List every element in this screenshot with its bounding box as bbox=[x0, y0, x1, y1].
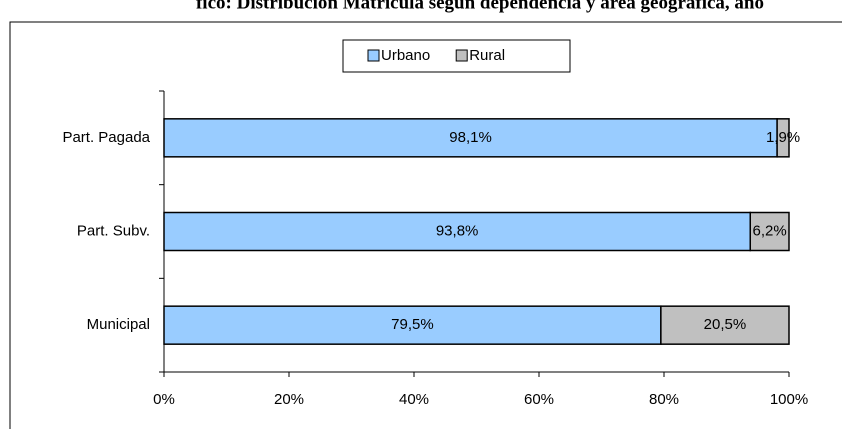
chart-title: fico: Distribución Matrícula según depen… bbox=[196, 0, 764, 13]
value-label: 93,8% bbox=[436, 222, 479, 239]
bar bbox=[776, 118, 790, 158]
x-tick-label: 60% bbox=[524, 391, 554, 408]
bar bbox=[163, 305, 662, 345]
x-tick-label: 40% bbox=[399, 391, 429, 408]
x-tick-label: 100% bbox=[770, 391, 808, 408]
x-tick-label: 80% bbox=[649, 391, 679, 408]
chart-border bbox=[9, 21, 842, 429]
value-label: 79,5% bbox=[391, 316, 434, 333]
legend-swatch bbox=[455, 49, 468, 62]
legend-label: Urbano bbox=[381, 47, 430, 64]
x-tick-label: 20% bbox=[274, 391, 304, 408]
bar bbox=[660, 305, 790, 345]
legend-label: Rural bbox=[469, 47, 505, 64]
y-tick-label: Part. Subv. bbox=[77, 222, 150, 239]
value-label: 6,2% bbox=[753, 222, 787, 239]
y-tick-label: Municipal bbox=[87, 316, 150, 333]
value-label: 1,9% bbox=[766, 129, 800, 146]
value-label: 20,5% bbox=[704, 316, 747, 333]
value-label: 98,1% bbox=[449, 129, 492, 146]
x-tick-label: 0% bbox=[153, 391, 175, 408]
y-tick-label: Part. Pagada bbox=[62, 129, 150, 146]
legend-swatch bbox=[367, 49, 380, 62]
bar bbox=[749, 211, 790, 252]
